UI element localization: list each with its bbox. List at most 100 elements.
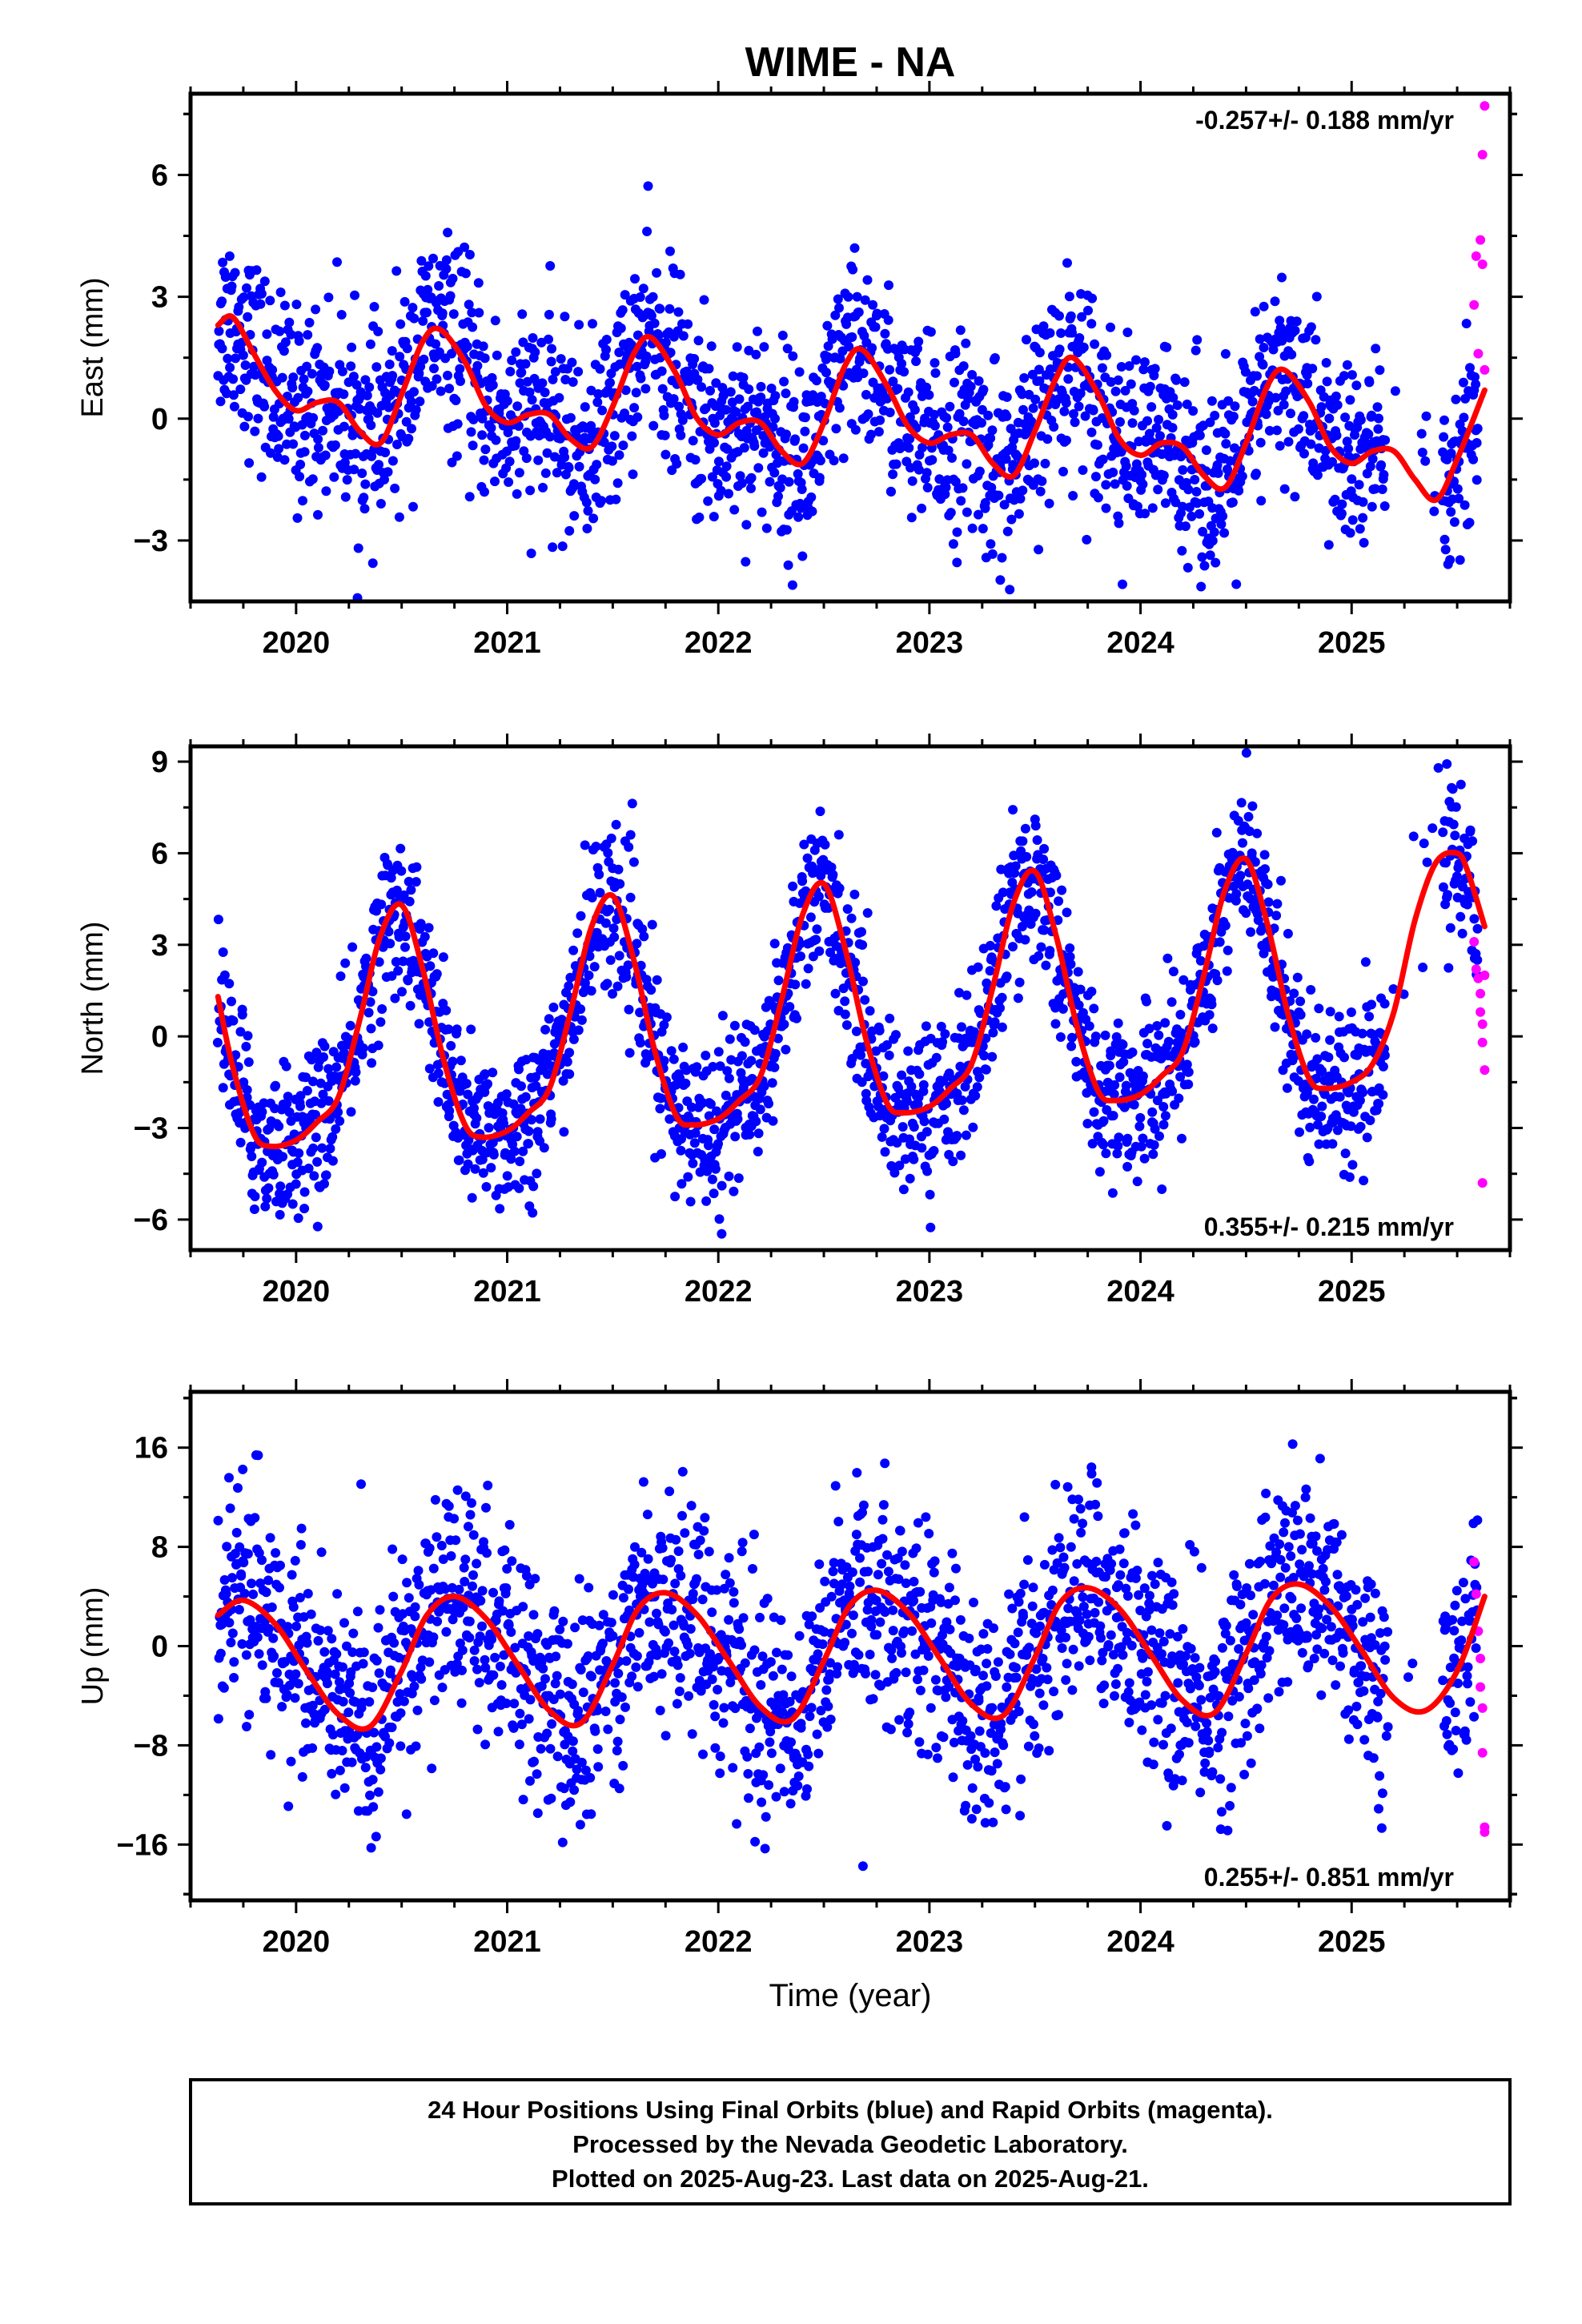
final-orbit-point <box>323 1626 333 1636</box>
final-orbit-point <box>268 412 279 422</box>
final-orbit-point <box>1227 497 1238 508</box>
final-orbit-point <box>856 1050 866 1060</box>
final-orbit-point <box>657 1543 668 1553</box>
final-orbit-point <box>1077 312 1087 322</box>
final-orbit-point <box>625 892 636 903</box>
final-orbit-point <box>219 1574 230 1585</box>
final-orbit-point <box>460 242 470 252</box>
final-orbit-point <box>1237 471 1247 481</box>
final-orbit-point <box>540 468 551 478</box>
final-orbit-point <box>360 479 371 489</box>
final-orbit-point <box>480 444 491 455</box>
final-orbit-point <box>270 1104 280 1114</box>
final-orbit-point <box>926 327 936 337</box>
final-orbit-point <box>833 294 843 304</box>
final-orbit-point <box>1347 474 1357 485</box>
final-orbit-point <box>225 1503 235 1514</box>
final-orbit-point <box>917 503 927 513</box>
final-orbit-point <box>366 420 376 430</box>
final-orbit-point <box>1446 507 1456 517</box>
final-orbit-point <box>514 1064 524 1075</box>
final-orbit-point <box>1147 1107 1158 1117</box>
final-orbit-point <box>594 870 604 879</box>
final-orbit-point <box>740 1037 750 1047</box>
final-orbit-point <box>630 1542 640 1552</box>
final-orbit-point <box>267 364 278 375</box>
final-orbit-point <box>673 307 684 317</box>
final-orbit-point <box>568 1746 578 1756</box>
final-orbit-point <box>1205 550 1215 561</box>
final-orbit-point <box>1019 373 1030 383</box>
final-orbit-point <box>1066 959 1076 969</box>
final-orbit-point <box>1154 415 1164 424</box>
final-orbit-point <box>878 1071 889 1081</box>
final-orbit-point <box>222 388 231 399</box>
final-orbit-point <box>1142 416 1152 426</box>
final-orbit-point <box>307 1055 317 1065</box>
final-orbit-point <box>477 413 488 424</box>
final-orbit-point <box>302 1086 312 1096</box>
final-orbit-point <box>1295 996 1306 1007</box>
final-orbit-point <box>486 423 496 433</box>
final-orbit-point <box>853 307 864 317</box>
final-orbit-point <box>769 468 780 478</box>
final-orbit-point <box>262 329 272 340</box>
final-orbit-point <box>525 1775 535 1786</box>
final-orbit-point <box>841 1020 852 1030</box>
final-orbit-point <box>1258 360 1268 370</box>
final-orbit-point <box>607 456 617 466</box>
final-orbit-point <box>1311 292 1322 302</box>
final-orbit-point <box>655 1705 665 1715</box>
rate-label: 0.355+/- 0.215 mm/yr <box>1204 1212 1454 1241</box>
final-orbit-point <box>307 1700 318 1711</box>
y-tick-label: −6 <box>134 1204 168 1237</box>
final-orbit-point <box>1071 1056 1082 1067</box>
final-orbit-point <box>721 1090 731 1100</box>
final-orbit-point <box>516 1081 526 1092</box>
final-orbit-point <box>729 1020 740 1031</box>
final-orbit-point <box>1439 432 1449 442</box>
final-orbit-point <box>1263 897 1274 907</box>
final-orbit-point <box>985 940 995 951</box>
final-orbit-point <box>846 913 857 923</box>
final-orbit-point <box>757 507 767 517</box>
final-orbit-point <box>690 1128 701 1138</box>
final-orbit-point <box>1222 966 1232 976</box>
final-orbit-point <box>1101 1148 1111 1159</box>
final-orbit-point <box>311 304 321 315</box>
final-orbit-point <box>319 1647 330 1657</box>
final-orbit-point <box>781 388 791 399</box>
final-orbit-point <box>611 494 621 505</box>
final-orbit-point <box>373 1622 383 1633</box>
final-orbit-point <box>357 468 367 478</box>
final-orbit-point <box>352 593 363 601</box>
rapid-orbit-point <box>1477 1178 1488 1188</box>
final-orbit-point <box>746 472 757 483</box>
final-orbit-point <box>407 1688 417 1699</box>
final-orbit-point <box>327 1634 337 1644</box>
final-orbit-point <box>1158 470 1169 480</box>
final-orbit-point <box>279 300 290 311</box>
final-orbit-point <box>646 985 656 995</box>
final-orbit-point <box>1063 374 1074 384</box>
final-orbit-point <box>1313 1120 1323 1130</box>
final-orbit-point <box>392 440 402 449</box>
final-orbit-point <box>428 253 438 263</box>
final-orbit-point <box>1151 423 1162 433</box>
final-orbit-point <box>1234 485 1244 496</box>
final-orbit-point <box>483 1480 493 1490</box>
final-orbit-point <box>1148 1149 1158 1160</box>
final-orbit-point <box>472 1724 483 1735</box>
final-orbit-point <box>339 421 349 432</box>
final-orbit-point <box>307 1743 318 1753</box>
final-orbit-point <box>930 368 941 378</box>
final-orbit-point <box>595 887 605 898</box>
final-orbit-point <box>293 392 303 403</box>
final-orbit-point <box>588 319 597 329</box>
final-orbit-point <box>717 1180 727 1191</box>
final-orbit-point <box>997 1022 1007 1032</box>
final-orbit-point <box>248 1589 259 1599</box>
final-orbit-point <box>398 956 408 967</box>
final-orbit-point <box>295 460 306 469</box>
